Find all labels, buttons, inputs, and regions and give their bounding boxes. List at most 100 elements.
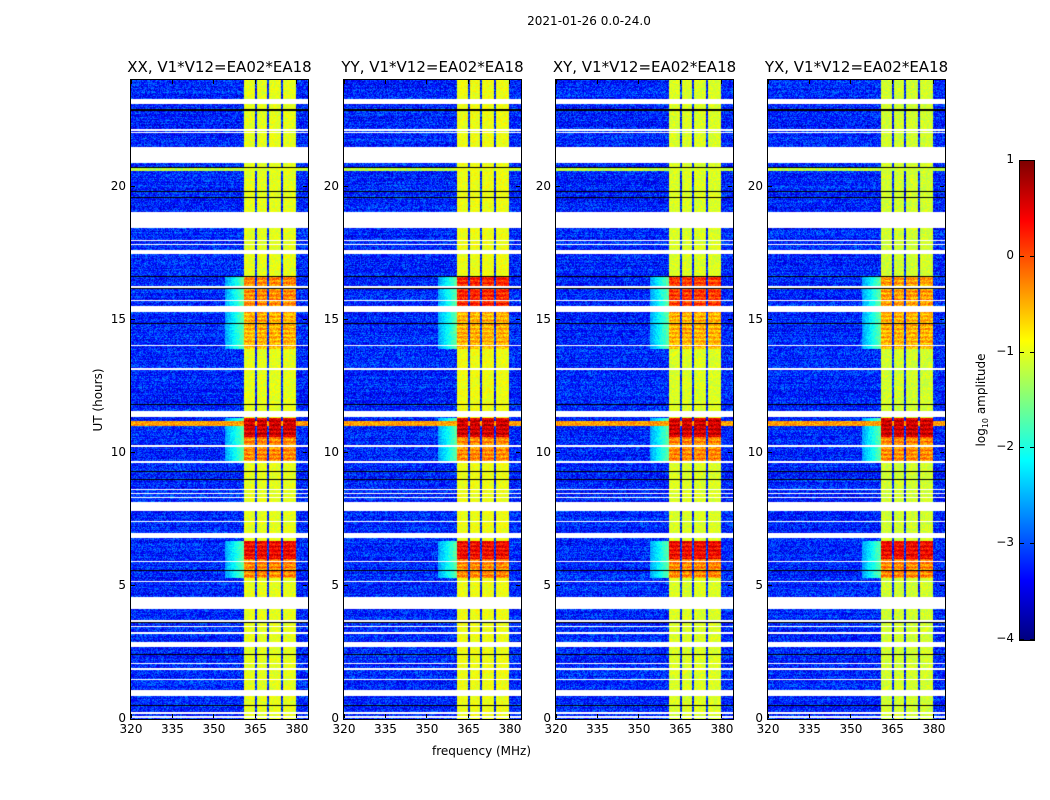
y-tick-mark	[131, 718, 135, 720]
x-tick-mark	[254, 714, 256, 718]
heatmap-panel-yy: YY, V1*V12=EA02*EA18 320 335 350 365 380 0 5 10 1…	[324, 58, 524, 736]
panel-title: YY, V1*V12=EA02*EA18	[341, 58, 524, 76]
y-tick-label: 0	[331, 711, 339, 725]
x-tick-mark	[171, 714, 173, 718]
x-tick-label: 320	[119, 722, 143, 736]
y-tick-mark	[556, 319, 560, 321]
y-tick-mark	[556, 186, 560, 187]
y-tick-mark	[768, 452, 772, 454]
y-tick-mark	[303, 452, 307, 454]
y-tick-mark	[940, 585, 944, 587]
y-tick-label: 10	[535, 444, 551, 459]
y-tick-mark	[131, 186, 135, 187]
panel-title: YX, V1*V12=EA02*EA18	[764, 58, 949, 76]
x-tick-label: 350	[627, 722, 651, 736]
x-tick-mark	[808, 80, 810, 84]
x-tick-mark	[555, 80, 557, 84]
y-tick-mark	[728, 186, 732, 187]
y-tick-label: 20	[747, 178, 763, 193]
x-tick-mark	[384, 80, 386, 84]
heatmap-image	[768, 80, 945, 719]
x-tick-mark	[130, 714, 132, 718]
x-tick-mark	[467, 714, 469, 718]
x-tick-label: 365	[244, 722, 267, 736]
x-tick-mark	[296, 80, 298, 84]
x-tick-label: 350	[415, 722, 439, 736]
x-tick-mark	[638, 80, 640, 84]
y-tick-mark	[516, 186, 520, 187]
y-tick-mark	[516, 452, 520, 454]
x-tick-mark	[638, 714, 640, 718]
colorbar-tick-mark	[1020, 639, 1024, 640]
y-tick-mark	[768, 186, 772, 187]
colorbar-tick-mark	[1030, 255, 1034, 257]
colorbar-tick-mark	[1020, 255, 1024, 257]
x-tick-mark	[679, 80, 681, 84]
y-tick-mark	[303, 585, 307, 587]
heatmap-image	[556, 80, 733, 719]
x-tick-label: 335	[586, 722, 609, 736]
y-tick-mark	[556, 718, 560, 720]
y-tick-label: 10	[747, 444, 763, 459]
colorbar-tick-mark	[1020, 160, 1024, 161]
y-tick-mark	[516, 319, 520, 321]
colorbar-tick-label: 0	[1006, 247, 1014, 262]
y-tick-mark	[556, 585, 560, 587]
heatmap-panel-yx: YX, V1*V12=EA02*EA18 320 335 350 365 380 0 5 10 1…	[748, 58, 948, 736]
y-tick-label: 10	[110, 444, 126, 459]
colorbar-tick-label: −1	[996, 343, 1014, 358]
y-tick-mark	[940, 319, 944, 321]
x-tick-mark	[891, 80, 893, 84]
x-tick-mark	[254, 80, 256, 84]
y-tick-mark	[303, 186, 307, 187]
colorbar	[1019, 160, 1035, 641]
colorbar-tick-mark	[1030, 160, 1034, 161]
y-tick-label: 0	[543, 711, 551, 725]
y-tick-label: 20	[323, 178, 339, 193]
y-tick-mark	[940, 452, 944, 454]
x-tick-mark	[426, 80, 428, 84]
colorbar-label-log: log	[973, 428, 988, 447]
y-tick-mark	[344, 186, 348, 187]
x-tick-mark	[679, 714, 681, 718]
x-tick-label: 365	[457, 722, 480, 736]
x-tick-mark	[130, 80, 132, 84]
y-tick-mark	[344, 452, 348, 454]
heatmap-panel-xy: XY, V1*V12=EA02*EA18 320 335 350 365 380 0 5 10 1…	[536, 58, 736, 736]
x-tick-label: 365	[881, 722, 904, 736]
figure-title: 2021-01-26 0.0-24.0	[527, 14, 651, 28]
x-tick-mark	[891, 714, 893, 718]
x-tick-label: 350	[839, 722, 863, 736]
y-tick-label: 5	[331, 577, 339, 592]
x-tick-mark	[509, 714, 511, 718]
x-tick-mark	[467, 80, 469, 84]
colorbar-tick-mark	[1020, 543, 1024, 545]
x-tick-mark	[296, 714, 298, 718]
y-tick-mark	[516, 585, 520, 587]
colorbar-tick-label: −2	[996, 439, 1014, 454]
y-tick-label: 20	[110, 178, 126, 193]
y-tick-mark	[344, 319, 348, 321]
heatmap-panel-xx: XX, V1*V12=EA02*EA18 320 335 350 365 380 0 5 10 1…	[111, 58, 312, 736]
x-axis-label: frequency (MHz)	[432, 744, 532, 758]
colorbar-tick-mark	[1030, 639, 1034, 640]
heatmap-image	[131, 80, 308, 719]
x-tick-mark	[171, 80, 173, 84]
y-tick-label: 15	[323, 311, 339, 326]
y-tick-mark	[344, 585, 348, 587]
y-tick-mark	[303, 718, 307, 720]
colorbar-tick-mark	[1020, 351, 1024, 353]
colorbar-tick-label: 1	[1006, 152, 1014, 166]
x-tick-label: 320	[544, 722, 568, 736]
y-tick-mark	[728, 718, 732, 720]
y-tick-mark	[768, 319, 772, 321]
colorbar-label-suffix: amplitude	[973, 353, 988, 418]
y-tick-mark	[556, 452, 560, 454]
x-tick-mark	[933, 714, 935, 718]
x-tick-mark	[426, 714, 428, 718]
y-tick-label: 0	[118, 711, 126, 725]
x-tick-label: 320	[756, 722, 780, 736]
colorbar-tick-label: −4	[996, 631, 1014, 645]
y-tick-mark	[768, 585, 772, 587]
x-tick-mark	[721, 80, 723, 84]
